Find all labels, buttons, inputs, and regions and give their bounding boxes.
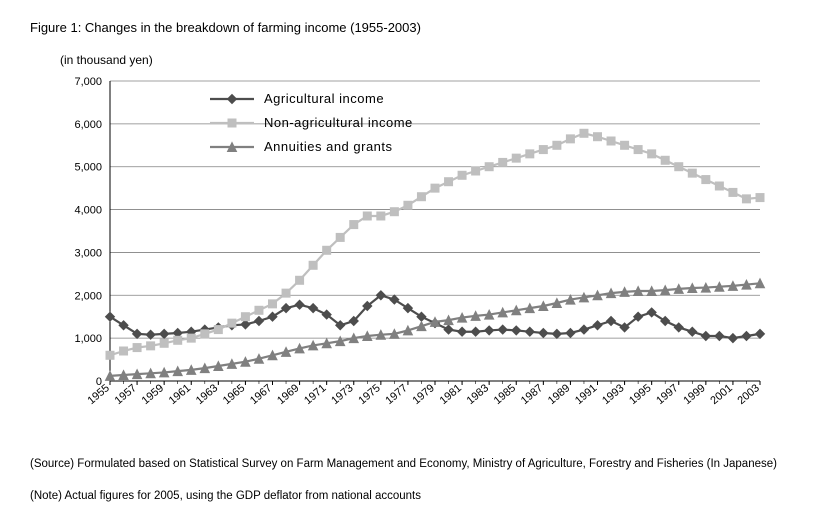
chart-container: 01,0002,0003,0004,0005,0006,0007,0001955… [60,71,788,441]
line-chart: 01,0002,0003,0004,0005,0006,0007,0001955… [60,71,770,441]
svg-text:Non-agricultural income: Non-agricultural income [264,115,413,130]
svg-text:Annuities and grants: Annuities and grants [264,139,393,154]
source-note: (Source) Formulated based on Statistical… [30,455,788,473]
svg-text:5,000: 5,000 [74,162,102,174]
deflator-note: (Note) Actual figures for 2005, using th… [30,487,788,505]
svg-text:1,000: 1,000 [74,333,102,345]
y-axis-label: (in thousand yen) [60,53,788,67]
svg-text:Agricultural income: Agricultural income [264,91,384,106]
svg-text:6,000: 6,000 [74,119,102,131]
figure-title: Figure 1: Changes in the breakdown of fa… [30,20,788,35]
svg-text:2,000: 2,000 [74,290,102,302]
svg-text:7,000: 7,000 [74,76,102,88]
svg-text:3,000: 3,000 [74,247,102,259]
svg-text:4,000: 4,000 [74,205,102,217]
